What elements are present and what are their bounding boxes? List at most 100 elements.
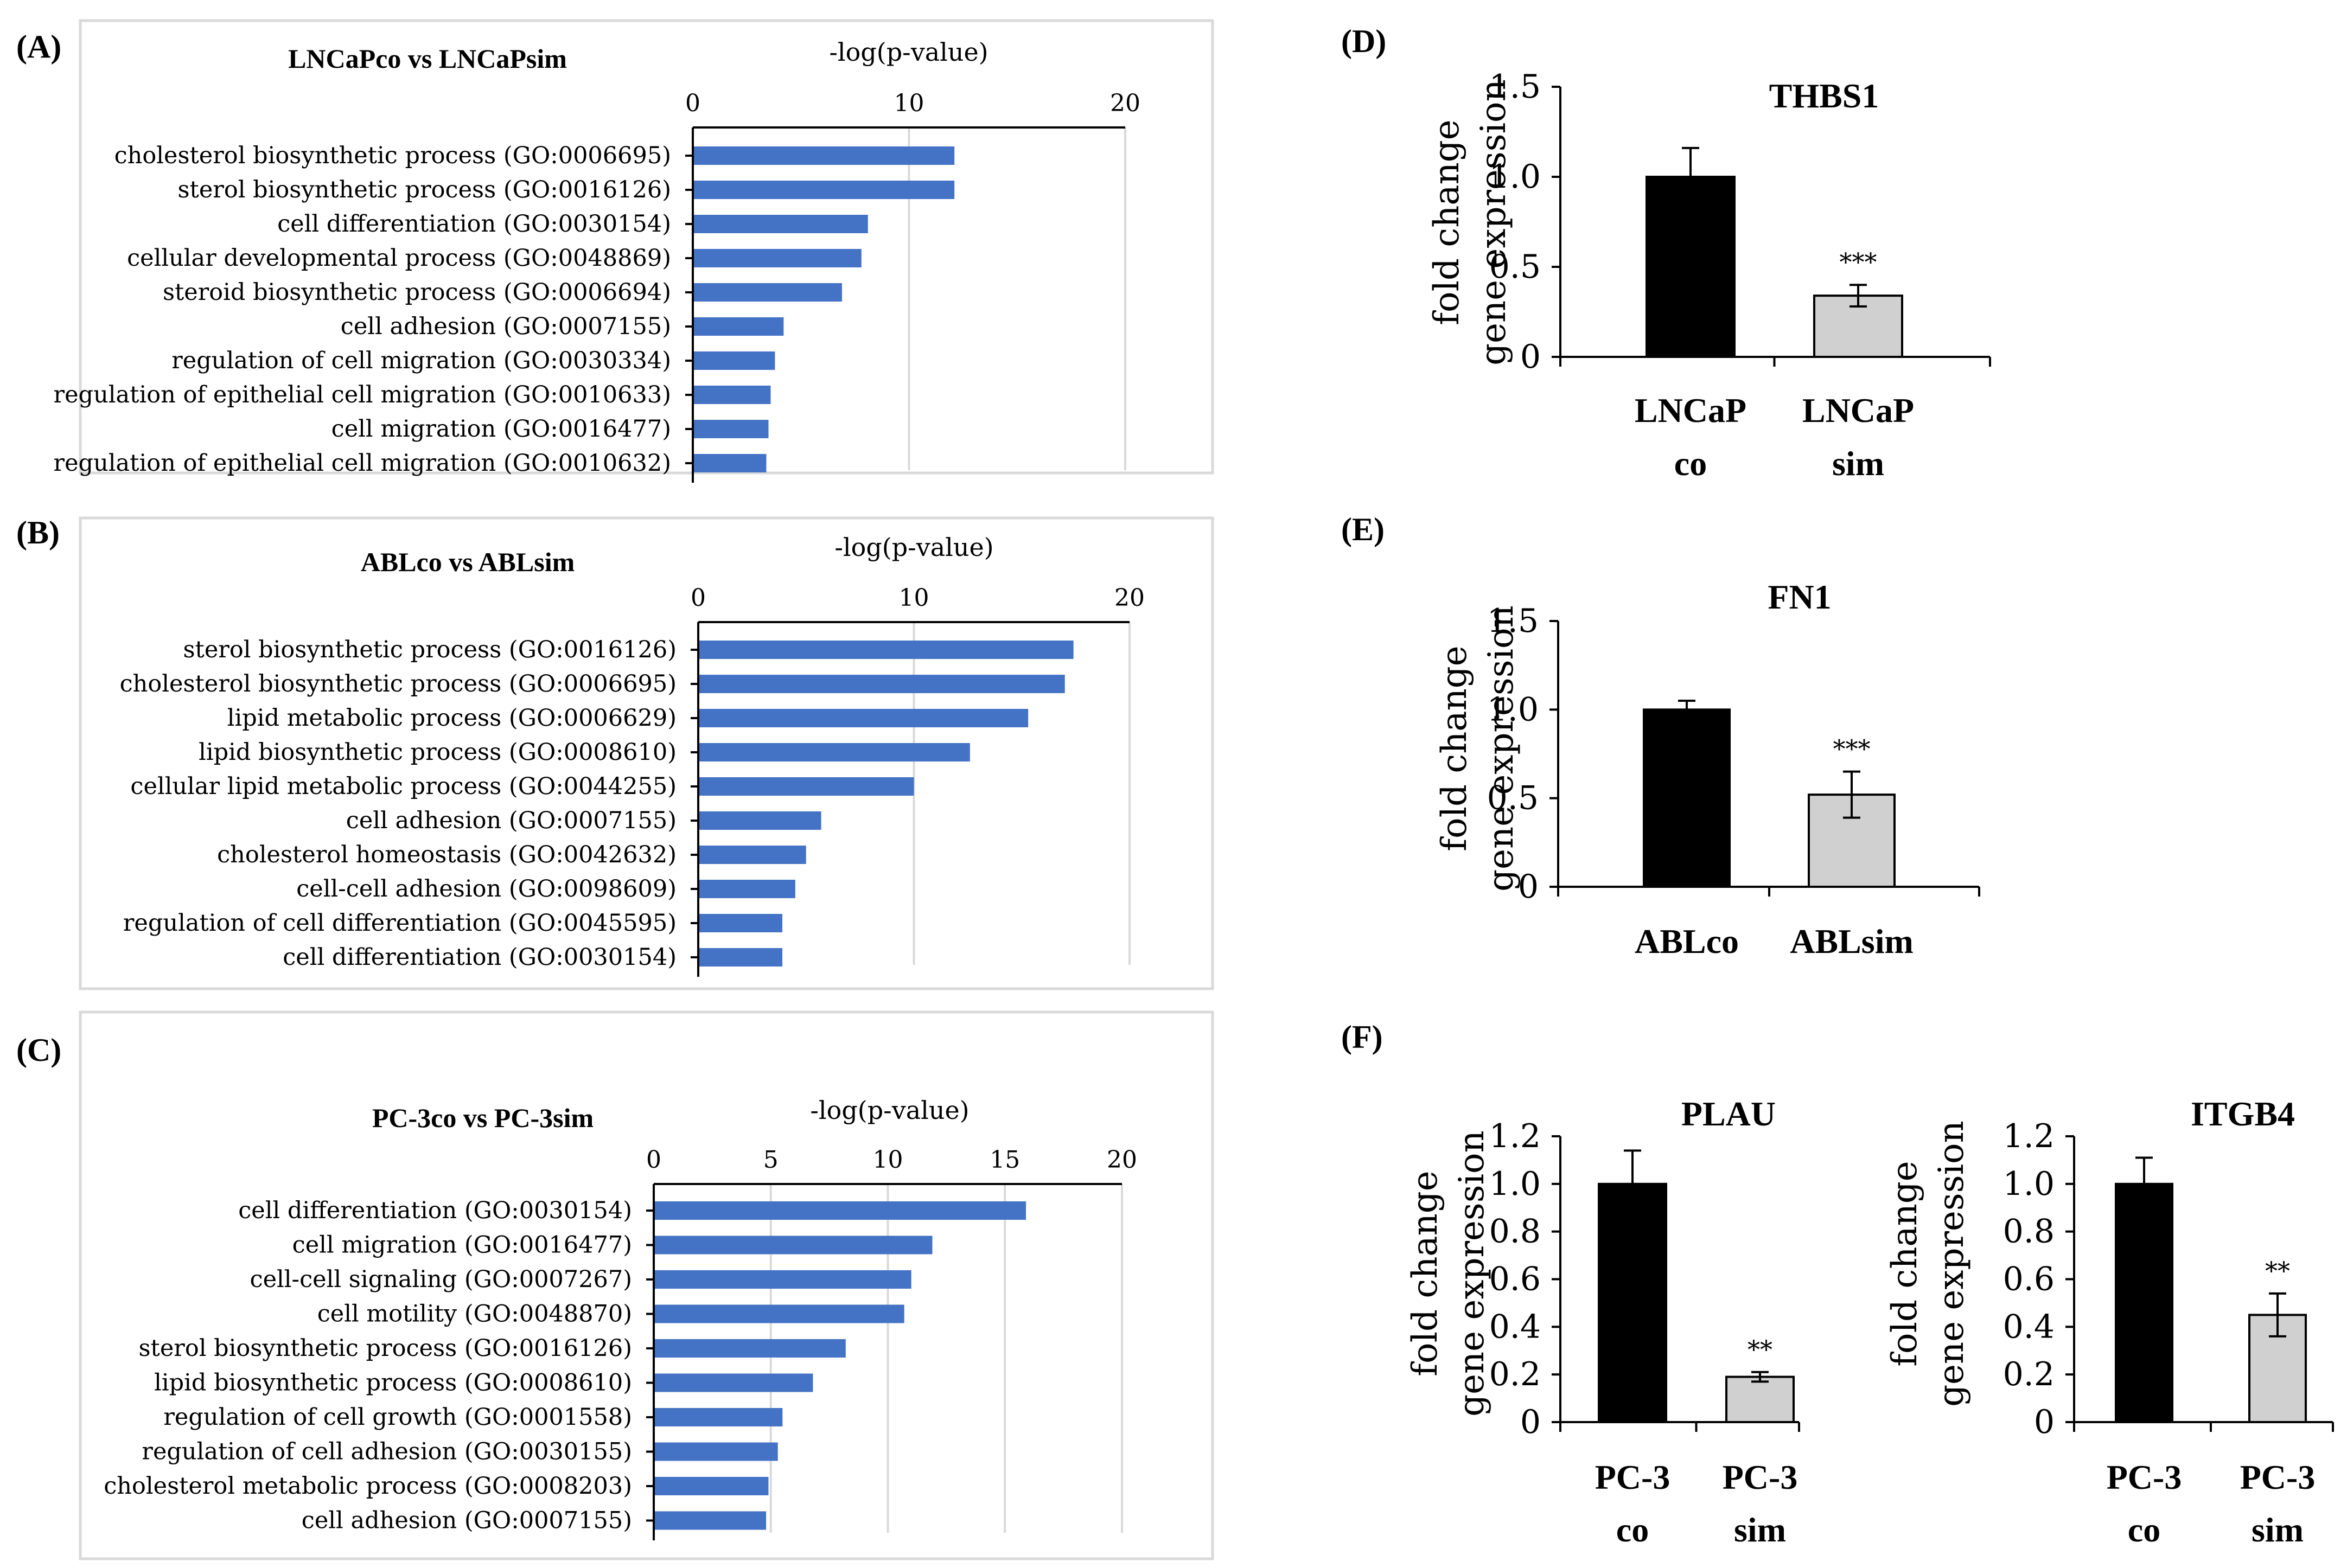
go-term-label-b: cell-cell adhesion (GO:0098609) — [296, 875, 677, 903]
category-label-d: LNCaP — [1635, 391, 1746, 430]
x-tick-label-a: 20 — [1110, 89, 1140, 117]
go-bar-b — [699, 880, 795, 898]
go-term-label-c: cholesterol metabolic process (GO:000820… — [104, 1473, 632, 1500]
y-tick-label-f2: 0.2 — [2003, 1355, 2055, 1393]
y-tick-label-f1: 0.6 — [1489, 1260, 1541, 1298]
control-bar-d — [1646, 176, 1736, 358]
chart-title-e: FN1 — [1768, 578, 1831, 616]
go-term-label-a: regulation of cell migration (GO:0030334… — [171, 347, 671, 374]
fold-change-chart-itgb4: ITGB4 fold change gene expression 0 0.2 0.4 0.… — [1885, 1095, 2334, 1549]
panel-label-e: (E) — [1341, 511, 1385, 547]
chart-title-f2: ITGB4 — [2191, 1095, 2295, 1133]
y-tick-label-e: 1.5 — [1487, 602, 1539, 640]
chart-title-f1: PLAU — [1681, 1095, 1776, 1133]
go-bar-b — [699, 777, 914, 796]
go-term-label-a: regulation of epithelial cell migration … — [54, 381, 671, 408]
significance-mark-d: *** — [1840, 247, 1877, 277]
panel-label-b: (B) — [16, 515, 60, 551]
y-tick-label-f1: 0.2 — [1489, 1355, 1541, 1393]
go-bar-a — [694, 146, 955, 165]
go-term-label-b: regulation of cell differentiation (GO:0… — [123, 910, 677, 937]
y-axis-label-e: fold change gene expression — [1434, 605, 1521, 892]
y-axis-label-f2: fold change gene expression — [1885, 1121, 1972, 1407]
chart-title-c: PC-3co vs PC-3sim — [372, 1103, 594, 1133]
category-label-f2: PC-3 — [2240, 1458, 2316, 1496]
category-label-f1: sim — [1734, 1511, 1786, 1549]
y-tick-label-f2: 1.2 — [2003, 1117, 2055, 1155]
go-bar-a — [694, 249, 862, 267]
go-bar-c — [655, 1408, 783, 1426]
y-tick-label-f1: 1.2 — [1489, 1117, 1541, 1155]
y-tick-label-e: 1.0 — [1487, 690, 1539, 728]
y-tick-label-f1: 1.0 — [1489, 1165, 1541, 1203]
panel-label-f: (F) — [1341, 1019, 1383, 1055]
go-term-label-c: sterol biosynthetic process (GO:0016126) — [138, 1335, 632, 1362]
go-term-label-c: cell adhesion (GO:0007155) — [302, 1507, 632, 1534]
chart-frame-c — [79, 1010, 1214, 1560]
category-label-f1: co — [1616, 1511, 1649, 1549]
y-tick-label-f2: 1.0 — [2003, 1165, 2055, 1203]
category-label-d: co — [1674, 444, 1707, 483]
go-bar-c — [655, 1373, 813, 1392]
y-axis-label-f1: fold change gene expression — [1405, 1130, 1492, 1417]
y-axis-label-d: fold change gene expression — [1427, 79, 1514, 366]
go-term-label-b: cellular lipid metabolic process (GO:004… — [130, 773, 677, 800]
x-tick-label-a: 0 — [685, 89, 700, 117]
go-bar-a — [694, 215, 868, 233]
y-tick-label-f2: 0.6 — [2003, 1260, 2055, 1298]
go-bar-b — [699, 846, 806, 864]
y-tick-label-d: 1.0 — [1489, 158, 1541, 196]
y-tick-label-f2: 0.8 — [2003, 1213, 2055, 1251]
go-term-label-c: regulation of cell growth (GO:0001558) — [163, 1404, 632, 1431]
category-label-e: ABLco — [1635, 922, 1739, 961]
go-term-label-a: steroid biosynthetic process (GO:0006694… — [163, 279, 671, 306]
go-bar-c — [655, 1236, 933, 1255]
x-tick-label-b: 0 — [691, 584, 706, 612]
y-tick-label-f2: 0.4 — [2003, 1308, 2055, 1346]
panel-label-c: (C) — [16, 1032, 61, 1068]
panel-label-a: (A) — [16, 29, 61, 65]
x-axis-label-b: -log(p-value) — [834, 533, 993, 562]
go-bar-a — [694, 181, 955, 199]
go-bar-c — [655, 1511, 767, 1530]
y-axis-label-line-e: fold change — [1434, 645, 1475, 851]
category-label-f2: co — [2128, 1511, 2160, 1549]
go-term-label-a: cell migration (GO:0016477) — [331, 415, 671, 443]
go-term-label-c: cell migration (GO:0016477) — [292, 1232, 632, 1259]
y-axis-label-line-f1: gene expression — [1452, 1130, 1492, 1417]
chart-frame-a — [79, 19, 1214, 475]
go-bar-a — [694, 351, 775, 370]
y-tick-label-f2: 0 — [2034, 1403, 2055, 1441]
go-chart-abl: ABLco vs ABLsim -log(p-value) 0 10 20 sterol … — [79, 516, 1214, 990]
go-bar-b — [699, 675, 1065, 693]
go-term-label-b: cell adhesion (GO:0007155) — [346, 807, 677, 834]
go-term-label-a: regulation of epithelial cell migration … — [54, 450, 671, 477]
go-term-label-c: cell-cell signaling (GO:0007267) — [250, 1266, 632, 1293]
go-bar-a — [694, 420, 769, 438]
x-tick-label-c: 15 — [990, 1146, 1020, 1174]
x-tick-label-c: 5 — [763, 1146, 779, 1174]
y-axis-label-line-f2: fold change — [1885, 1161, 1925, 1366]
y-axis-label-line-d: gene expression — [1474, 79, 1514, 366]
category-label-e: ABLsim — [1790, 922, 1914, 961]
category-label-f1: PC-3 — [1723, 1458, 1798, 1496]
x-axis-label-a: -log(p-value) — [829, 37, 988, 67]
go-bar-a — [694, 386, 771, 404]
go-bar-c — [655, 1477, 769, 1495]
go-bar-b — [699, 948, 783, 967]
treated-bar-e — [1808, 793, 1896, 888]
go-bar-b — [699, 914, 783, 932]
y-axis-label-line-f1: fold change — [1405, 1170, 1445, 1376]
go-bar-c — [655, 1201, 1026, 1220]
control-bar-f2 — [2115, 1182, 2173, 1423]
x-tick-label-b: 10 — [899, 584, 929, 612]
go-bar-b — [699, 743, 970, 761]
y-axis-label-line-e: gene expression — [1481, 605, 1521, 892]
fold-change-chart-thbs1: THBS1 fold change gene expression 0 0.5 1.0 1.… — [1427, 68, 1991, 483]
go-bar-a — [694, 454, 767, 472]
significance-mark-e: *** — [1833, 734, 1871, 764]
y-tick-label-f1: 0.4 — [1489, 1308, 1541, 1346]
go-term-label-a: cellular developmental process (GO:00488… — [127, 245, 671, 272]
chart-title-a: LNCaPco vs LNCaPsim — [288, 43, 567, 74]
